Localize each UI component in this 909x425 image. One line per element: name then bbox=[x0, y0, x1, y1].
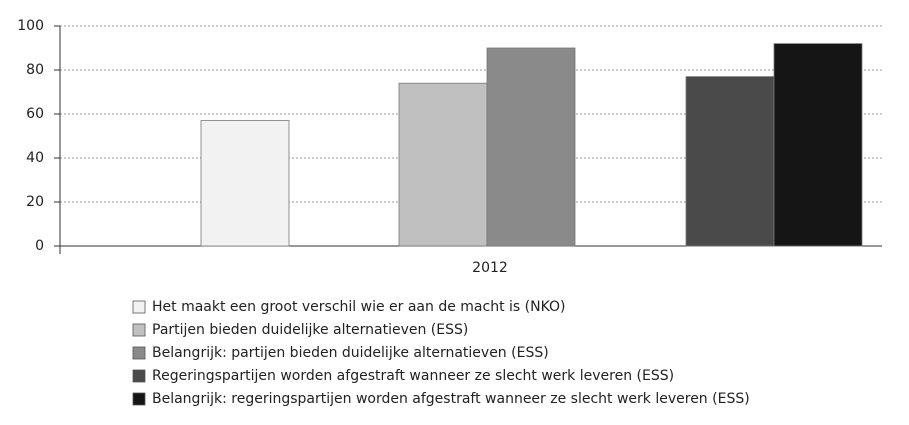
legend-label: Belangrijk: partijen bieden duidelijke a… bbox=[152, 345, 549, 361]
y-tick-label: 100 bbox=[17, 18, 44, 34]
bar bbox=[685, 76, 775, 247]
legend-label: Belangrijk: regeringspartijen worden afg… bbox=[152, 391, 750, 407]
legend-swatch bbox=[132, 346, 146, 360]
y-tick-label: 20 bbox=[26, 194, 44, 210]
y-tick-label: 60 bbox=[26, 106, 44, 122]
y-tick-label: 40 bbox=[26, 150, 44, 166]
y-tick-label: 80 bbox=[26, 62, 44, 78]
bar bbox=[773, 43, 863, 247]
y-tick-label: 0 bbox=[35, 238, 44, 254]
bar bbox=[486, 47, 576, 247]
legend-swatch bbox=[132, 300, 146, 314]
legend-swatch bbox=[132, 323, 146, 337]
legend-label: Partijen bieden duidelijke alternatieven… bbox=[152, 322, 468, 338]
bar bbox=[200, 120, 290, 247]
bar bbox=[398, 82, 488, 247]
legend-swatch bbox=[132, 369, 146, 383]
legend-label: Regeringspartijen worden afgestraft wann… bbox=[152, 368, 674, 384]
x-tick-label: 2012 bbox=[472, 260, 508, 276]
legend-label: Het maakt een groot verschil wie er aan … bbox=[152, 299, 565, 315]
legend-swatch bbox=[132, 392, 146, 406]
